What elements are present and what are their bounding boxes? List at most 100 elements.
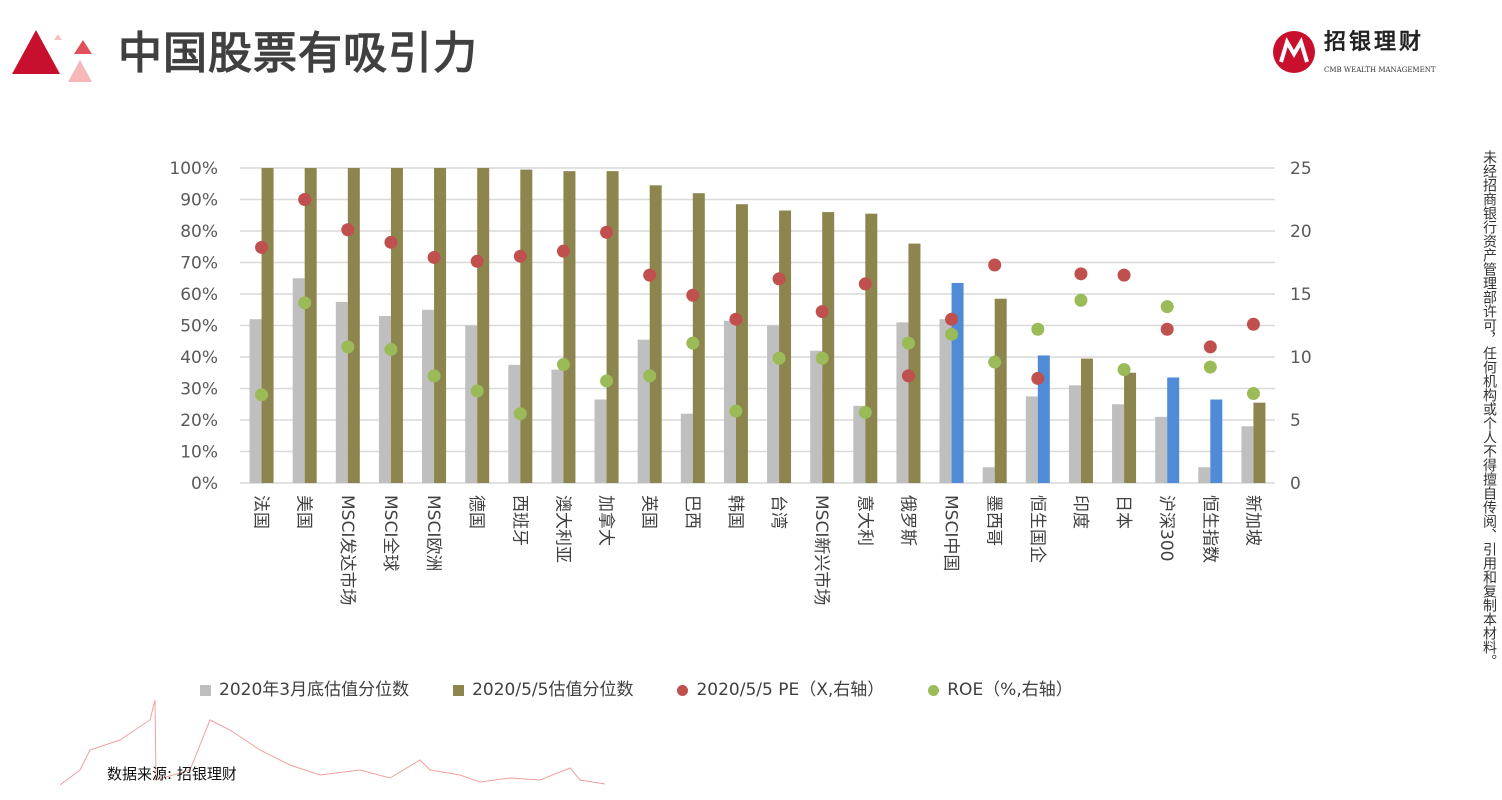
- x-tick-label: 法国: [251, 495, 271, 529]
- bar-2020-05-05: [1124, 372, 1137, 483]
- pe-point: [686, 288, 700, 302]
- cmb-logo-icon: [1273, 31, 1315, 73]
- pe-point: [988, 258, 1002, 272]
- pe-point: [470, 254, 484, 268]
- pe-point: [384, 235, 398, 249]
- pe-point: [643, 268, 657, 282]
- data-source: 数据来源: 招银理财: [107, 765, 237, 783]
- pe-point: [298, 193, 312, 206]
- bar-2020-05-05: [1080, 358, 1093, 483]
- x-tick-label: 俄罗斯: [897, 495, 917, 546]
- y-left-tick-label: 80%: [180, 222, 218, 242]
- bar-2020-03: [810, 350, 823, 483]
- pe-point: [255, 240, 269, 254]
- x-tick-label: 澳大利亚: [552, 495, 572, 563]
- bar-2020-03: [335, 301, 348, 483]
- roe-point: [858, 405, 872, 419]
- y-right-tick-label: 15: [1290, 285, 1312, 305]
- legend-label: 2020/5/5 PE（X,右轴）: [696, 680, 885, 700]
- bar-2020-03: [594, 399, 607, 483]
- x-tick-label: 恒生指数: [1199, 495, 1219, 563]
- bar-2020-05-05: [735, 204, 748, 483]
- pe-point: [556, 244, 570, 258]
- x-tick-label: MSCI全球: [380, 495, 400, 571]
- y-left-tick-label: 40%: [180, 348, 218, 368]
- page-title: 中国股票有吸引力: [118, 28, 478, 79]
- y-right-tick-label: 25: [1290, 159, 1312, 179]
- valuation-chart: 0% 10% 20% 30% 40% 50% 60% 70% 80% 90% 100% 0 5 10 15 2…: [169, 159, 1312, 605]
- legend-item-gray: 2020年3月底估值分位数: [200, 679, 409, 701]
- bar-2020-03: [896, 322, 909, 483]
- pe-point: [815, 305, 829, 319]
- x-tick-label: 沪深300: [1156, 495, 1176, 561]
- roe-point: [815, 351, 829, 365]
- bar-2020-03: [508, 364, 521, 483]
- bar-2020-03: [1155, 416, 1168, 483]
- bar-2020-05-05: [779, 210, 792, 483]
- roe-point: [686, 336, 700, 350]
- bar-2020-03: [939, 319, 952, 483]
- roe-point: [729, 404, 743, 418]
- roe-point: [427, 369, 441, 383]
- bar-2020-03: [723, 320, 736, 483]
- roe-point: [298, 296, 312, 310]
- bar-2020-05-05: [692, 193, 705, 483]
- bar-2020-03: [292, 278, 305, 483]
- x-tick-label: 台湾: [768, 495, 788, 529]
- legend-label: ROE（%,右轴）: [947, 680, 1073, 700]
- brand-triangles-icon: [12, 30, 92, 82]
- roe-point: [643, 369, 657, 383]
- y-left-tick-label: 30%: [180, 380, 218, 400]
- y-right-tick-label: 10: [1290, 348, 1312, 368]
- pe-point: [1031, 371, 1045, 385]
- bar-2020-03: [1068, 385, 1081, 483]
- roe-point: [1246, 387, 1260, 401]
- y-left-tick-label: 50%: [180, 317, 218, 337]
- x-tick-label: 德国: [466, 495, 486, 529]
- bar-2020-05-05: [1253, 402, 1266, 483]
- bar-2020-03: [1198, 467, 1211, 483]
- y-right-tick-label: 20: [1290, 222, 1312, 242]
- bar-2020-05-05: [1210, 399, 1223, 483]
- bar-2020-03: [637, 339, 650, 483]
- bar-2020-03: [249, 319, 262, 483]
- x-tick-label: MSCI中国: [941, 495, 961, 571]
- x-tick-label: 加拿大: [596, 495, 617, 546]
- roe-point: [988, 355, 1002, 369]
- pe-point: [772, 272, 786, 286]
- bar-2020-03: [1241, 426, 1254, 483]
- y-left-tick-label: 100%: [169, 159, 218, 179]
- bar-2020-05-05: [606, 171, 619, 483]
- x-tick-label: 印度: [1070, 495, 1090, 529]
- city-skyline-decoration: [60, 699, 606, 786]
- legend-marker: [677, 684, 689, 696]
- bar-2020-05-05: [865, 213, 878, 484]
- x-tick-label: 美国: [294, 495, 314, 529]
- pe-point: [427, 250, 441, 264]
- roe-point: [1117, 363, 1131, 377]
- roe-point: [901, 336, 915, 350]
- x-tick-label: 英国: [639, 495, 659, 529]
- x-tick-label: MSCI欧洲: [423, 495, 443, 571]
- bar-2020-03: [853, 405, 866, 483]
- y-left-tick-label: 20%: [180, 411, 218, 431]
- x-tick-label: 恒生国企: [1027, 495, 1047, 563]
- legend-label: 2020/5/5估值分位数: [472, 680, 634, 700]
- roe-point: [772, 351, 786, 365]
- brand-subtitle: CMB WEALTH MANAGEMENT: [1324, 66, 1436, 74]
- y-left-tick-label: 70%: [180, 254, 218, 274]
- roe-point: [1203, 360, 1217, 374]
- x-tick-label: 西班牙: [509, 495, 529, 546]
- x-tick-label: 韩国: [725, 495, 745, 529]
- bar-2020-05-05: [477, 168, 490, 483]
- pe-point: [513, 249, 527, 263]
- bar-2020-05-05: [1167, 377, 1180, 483]
- roe-point: [384, 342, 398, 356]
- legend-item-roe: ROE（%,右轴）: [928, 679, 1073, 701]
- bar-2020-05-05: [822, 212, 835, 483]
- bar-2020-05-05: [1037, 355, 1050, 483]
- bar-2020-05-05: [908, 243, 921, 483]
- bar-2020-03: [680, 413, 693, 483]
- chart-legend: 2020年3月底估值分位数 2020/5/5估值分位数 2020/5/5 PE（…: [200, 679, 1117, 701]
- y-left-tick-label: 0%: [191, 474, 218, 494]
